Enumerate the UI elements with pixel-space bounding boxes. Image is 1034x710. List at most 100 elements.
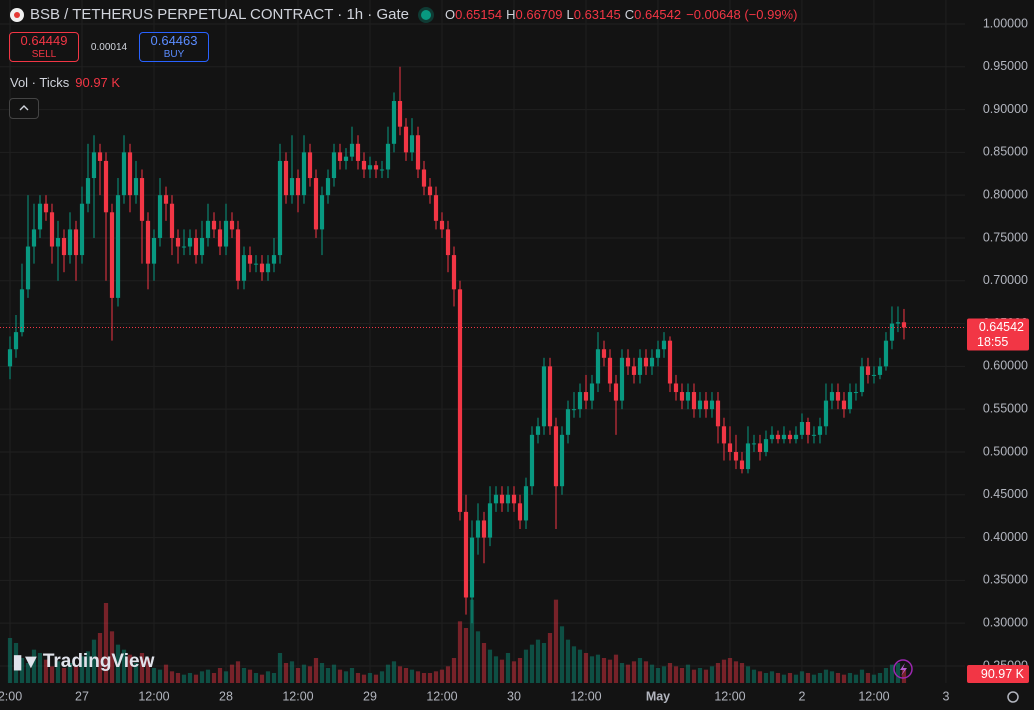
volume-bar	[283, 663, 289, 683]
volume-bar	[583, 653, 589, 683]
candle-body	[361, 160, 367, 170]
volume-bar	[55, 661, 61, 683]
candle-body	[97, 152, 103, 161]
volume-bar	[817, 673, 823, 683]
candle-body	[757, 443, 763, 452]
volume-bar	[757, 671, 763, 683]
volume-bar	[229, 664, 235, 683]
ohlc-value: 0.66709	[515, 7, 563, 22]
candle-body	[505, 494, 511, 504]
candle-body	[883, 340, 889, 367]
candle-body	[13, 332, 19, 350]
volume-tag-value: 90.97 K	[981, 667, 1025, 681]
candle-body	[247, 255, 253, 264]
volume-bar	[631, 661, 637, 683]
volume-bar	[883, 668, 889, 683]
volume-bar	[595, 654, 601, 683]
x-tick-label: 12:00	[570, 689, 601, 703]
volume-bar	[463, 628, 469, 683]
candle-body	[853, 392, 859, 394]
volume-bar	[871, 674, 877, 683]
volume-bar	[775, 673, 781, 683]
candle-body	[625, 357, 631, 367]
price-tag-value: 0.64542	[979, 320, 1024, 334]
volume-bar	[253, 673, 259, 683]
volume-bar	[829, 671, 835, 683]
volume-bar	[625, 664, 631, 683]
buy-button[interactable]: 0.64463 BUY	[139, 32, 209, 62]
candle-body	[259, 263, 265, 273]
candle-body	[85, 178, 91, 204]
candle-body	[265, 263, 271, 273]
volume-bar	[103, 603, 109, 683]
x-tick-label: 12:00	[714, 689, 745, 703]
volume-bar	[481, 643, 487, 683]
x-tick-label: 3	[943, 689, 950, 703]
candle-body	[613, 383, 619, 401]
volume-bar	[391, 661, 397, 683]
candle-body	[55, 237, 61, 247]
volume-bar	[523, 649, 529, 683]
y-tick-label: 0.95000	[983, 59, 1028, 73]
volume-bar	[865, 673, 871, 683]
volume-bar	[457, 621, 463, 683]
x-tick-label: 30	[507, 689, 521, 703]
volume-bar	[13, 643, 19, 683]
candle-body	[319, 195, 325, 230]
candle-body	[67, 229, 73, 256]
candle-body	[733, 451, 739, 461]
ohlc-key: H	[506, 7, 516, 22]
candle-body	[73, 229, 79, 256]
volume-bar	[811, 674, 817, 683]
volume-bar	[355, 673, 361, 683]
candle-body	[871, 374, 877, 376]
volume-bar	[673, 666, 679, 683]
candle-body	[745, 443, 751, 470]
volume-bar	[79, 656, 85, 683]
candle-body	[43, 203, 49, 213]
candle-body	[691, 392, 697, 410]
volume-bar	[211, 673, 217, 683]
volume-bar	[289, 661, 295, 683]
y-tick-label: 0.45000	[983, 487, 1028, 501]
volume-bar	[241, 668, 247, 683]
collapse-button[interactable]	[9, 98, 39, 119]
volume-bar	[205, 669, 211, 683]
x-tick-label: 12:00	[426, 689, 457, 703]
candle-body	[847, 392, 853, 410]
candle-body	[427, 186, 433, 196]
candle-body	[895, 322, 901, 324]
candle-body	[133, 178, 139, 196]
candle-body	[145, 220, 151, 264]
candle-body	[7, 349, 13, 367]
volume-bar	[703, 669, 709, 683]
candle-body	[901, 322, 907, 328]
candle-body	[493, 494, 499, 504]
candle-body	[403, 126, 409, 153]
candle-body	[409, 135, 415, 153]
candle-body	[865, 366, 871, 375]
candle-body	[535, 426, 541, 435]
volume-bar	[373, 674, 379, 683]
alert-icon	[893, 659, 913, 679]
candle-body	[367, 165, 373, 170]
candle-body	[439, 220, 445, 230]
candle-body	[355, 143, 361, 161]
candle-body	[607, 357, 613, 384]
volume-bar	[265, 671, 271, 683]
volume-bar	[67, 663, 73, 683]
y-tick-label: 0.55000	[983, 401, 1028, 415]
sell-button[interactable]: 0.64449 SELL	[9, 32, 79, 62]
volume-bar	[97, 633, 103, 683]
trade-panel: 0.64449 SELL 0.00014 0.64463 BUY	[9, 32, 209, 62]
volume-bar	[613, 654, 619, 683]
candle-body	[91, 152, 97, 179]
y-tick-label: 0.60000	[983, 359, 1028, 373]
candle-body	[475, 520, 481, 538]
volume-bar	[637, 658, 643, 683]
volume-bar	[715, 663, 721, 683]
x-tick-label: 12:00	[138, 689, 169, 703]
volume-bar	[901, 667, 907, 683]
volume-bar	[559, 626, 565, 683]
